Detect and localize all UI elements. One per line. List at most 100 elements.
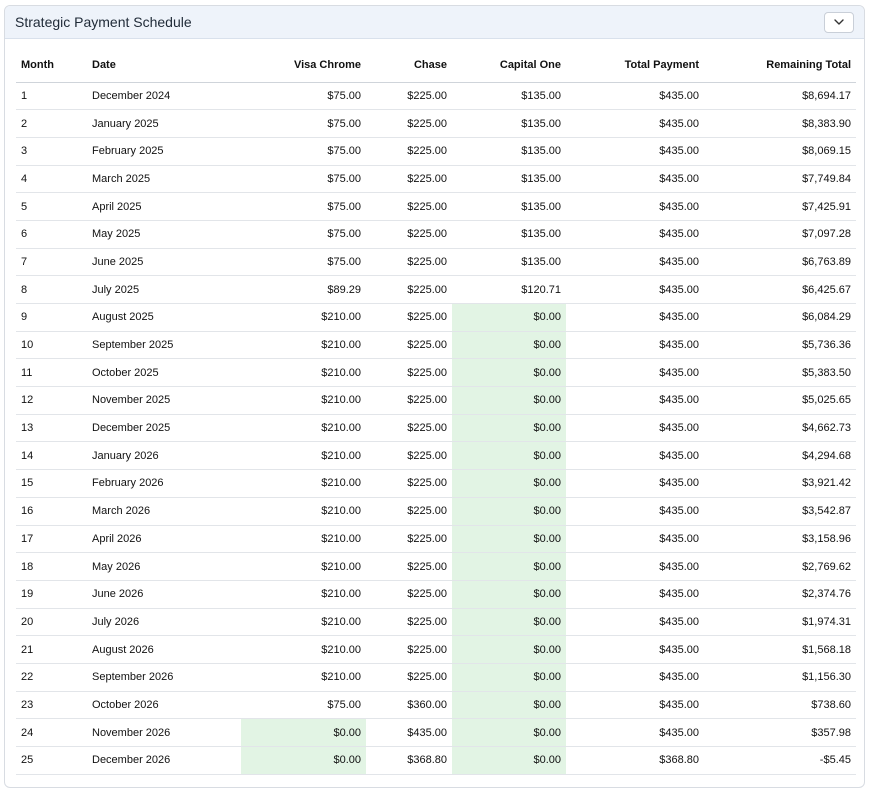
cell-chase: $225.00 — [366, 608, 452, 637]
cell-month: 16 — [16, 497, 87, 526]
cell-total-payment: $435.00 — [566, 386, 704, 415]
table-row: 23 October 2026 $75.00 $360.00 $0.00 $435.00 $… — [16, 691, 856, 720]
cell-capital-one: $135.00 — [452, 109, 566, 138]
cell-month: 20 — [16, 608, 87, 637]
cell-total-payment: $435.00 — [566, 691, 704, 720]
cell-remaining-total: $2,374.76 — [704, 580, 856, 609]
cell-date: August 2025 — [87, 303, 241, 332]
payment-schedule-table: Month Date Visa Chrome Chase Capital One… — [16, 49, 856, 775]
cell-total-payment: $435.00 — [566, 497, 704, 526]
cell-date: July 2025 — [87, 275, 241, 304]
header-chase: Chase — [366, 49, 452, 83]
cell-remaining-total: $7,097.28 — [704, 220, 856, 249]
cell-month: 3 — [16, 137, 87, 166]
cell-date: June 2025 — [87, 248, 241, 277]
table-row: 14 January 2026 $210.00 $225.00 $0.00 $435.00… — [16, 441, 856, 471]
table-row: 19 June 2026 $210.00 $225.00 $0.00 $435.00 $2,… — [16, 580, 856, 609]
header-remaining-total: Remaining Total — [704, 49, 856, 83]
cell-date: April 2025 — [87, 192, 241, 221]
cell-capital-one: $0.00 — [452, 469, 566, 498]
cell-capital-one: $0.00 — [452, 358, 566, 388]
cell-total-payment: $435.00 — [566, 82, 704, 111]
cell-visa-chrome: $75.00 — [241, 82, 366, 111]
cell-chase: $225.00 — [366, 220, 452, 249]
cell-remaining-total: $1,568.18 — [704, 635, 856, 664]
cell-visa-chrome: $210.00 — [241, 497, 366, 526]
cell-date: December 2026 — [87, 746, 241, 775]
cell-remaining-total: $6,763.89 — [704, 248, 856, 277]
cell-remaining-total: $738.60 — [704, 691, 856, 720]
cell-date: April 2026 — [87, 525, 241, 554]
cell-capital-one: $0.00 — [452, 635, 566, 664]
cell-chase: $368.80 — [366, 746, 452, 775]
cell-total-payment: $435.00 — [566, 275, 704, 304]
cell-remaining-total: $7,749.84 — [704, 165, 856, 194]
collapse-toggle-button[interactable] — [824, 11, 854, 33]
cell-remaining-total: $6,425.67 — [704, 275, 856, 304]
cell-capital-one: $135.00 — [452, 137, 566, 166]
cell-visa-chrome: $210.00 — [241, 635, 366, 664]
cell-chase: $225.00 — [366, 137, 452, 166]
cell-date: September 2026 — [87, 663, 241, 692]
table-row: 7 June 2025 $75.00 $225.00 $135.00 $435.00 $6,… — [16, 248, 856, 277]
cell-date: August 2026 — [87, 635, 241, 664]
cell-visa-chrome: $75.00 — [241, 248, 366, 277]
table-row: 1 December 2024 $75.00 $225.00 $135.00 $435.0… — [16, 82, 856, 111]
table-row: 22 September 2026 $210.00 $225.00 $0.00 $435.… — [16, 663, 856, 692]
cell-chase: $225.00 — [366, 275, 452, 304]
cell-capital-one: $0.00 — [452, 303, 566, 332]
table-row: 4 March 2025 $75.00 $225.00 $135.00 $435.00 $7… — [16, 165, 856, 194]
cell-chase: $225.00 — [366, 248, 452, 277]
cell-chase: $225.00 — [366, 552, 452, 581]
cell-date: January 2026 — [87, 441, 241, 471]
cell-month: 22 — [16, 663, 87, 692]
table-row: 10 September 2025 $210.00 $225.00 $0.00 $435.… — [16, 331, 856, 360]
cell-visa-chrome: $210.00 — [241, 525, 366, 554]
cell-chase: $225.00 — [366, 165, 452, 194]
cell-capital-one: $0.00 — [452, 746, 566, 775]
cell-capital-one: $135.00 — [452, 82, 566, 111]
header-total-payment: Total Payment — [566, 49, 704, 83]
table-row: 15 February 2026 $210.00 $225.00 $0.00 $435.0… — [16, 469, 856, 498]
cell-date: November 2026 — [87, 718, 241, 747]
cell-visa-chrome: $75.00 — [241, 165, 366, 194]
table-row: 24 November 2026 $0.00 $435.00 $0.00 $435.00 $… — [16, 718, 856, 747]
cell-date: January 2025 — [87, 109, 241, 138]
cell-total-payment: $435.00 — [566, 414, 704, 443]
cell-remaining-total: $3,158.96 — [704, 525, 856, 554]
cell-month: 6 — [16, 220, 87, 249]
table-row: 16 March 2026 $210.00 $225.00 $0.00 $435.00 $3… — [16, 497, 856, 526]
cell-remaining-total: $3,542.87 — [704, 497, 856, 526]
cell-chase: $360.00 — [366, 691, 452, 720]
cell-total-payment: $435.00 — [566, 718, 704, 747]
table-header-row: Month Date Visa Chrome Chase Capital One… — [16, 49, 856, 83]
cell-chase: $225.00 — [366, 497, 452, 526]
cell-remaining-total: $1,156.30 — [704, 663, 856, 692]
cell-capital-one: $0.00 — [452, 441, 566, 471]
cell-date: December 2024 — [87, 82, 241, 111]
cell-capital-one: $0.00 — [452, 663, 566, 692]
cell-visa-chrome: $210.00 — [241, 414, 366, 443]
cell-month: 14 — [16, 441, 87, 471]
cell-chase: $225.00 — [366, 192, 452, 221]
table-row: 18 May 2026 $210.00 $225.00 $0.00 $435.00 $2,7… — [16, 552, 856, 581]
panel-header: Strategic Payment Schedule — [5, 6, 864, 39]
cell-visa-chrome: $210.00 — [241, 608, 366, 637]
cell-visa-chrome: $210.00 — [241, 663, 366, 692]
cell-visa-chrome: $0.00 — [241, 746, 366, 775]
cell-total-payment: $435.00 — [566, 192, 704, 221]
panel-title: Strategic Payment Schedule — [15, 14, 192, 30]
cell-capital-one: $0.00 — [452, 552, 566, 581]
cell-chase: $225.00 — [366, 358, 452, 388]
cell-remaining-total: -$5.45 — [704, 746, 856, 775]
cell-remaining-total: $5,736.36 — [704, 331, 856, 360]
cell-chase: $225.00 — [366, 635, 452, 664]
cell-remaining-total: $1,974.31 — [704, 608, 856, 637]
cell-chase: $225.00 — [366, 331, 452, 360]
cell-visa-chrome: $0.00 — [241, 718, 366, 747]
cell-capital-one: $120.71 — [452, 275, 566, 304]
cell-total-payment: $435.00 — [566, 109, 704, 138]
cell-remaining-total: $5,383.50 — [704, 358, 856, 388]
cell-total-payment: $435.00 — [566, 525, 704, 554]
cell-visa-chrome: $210.00 — [241, 386, 366, 415]
